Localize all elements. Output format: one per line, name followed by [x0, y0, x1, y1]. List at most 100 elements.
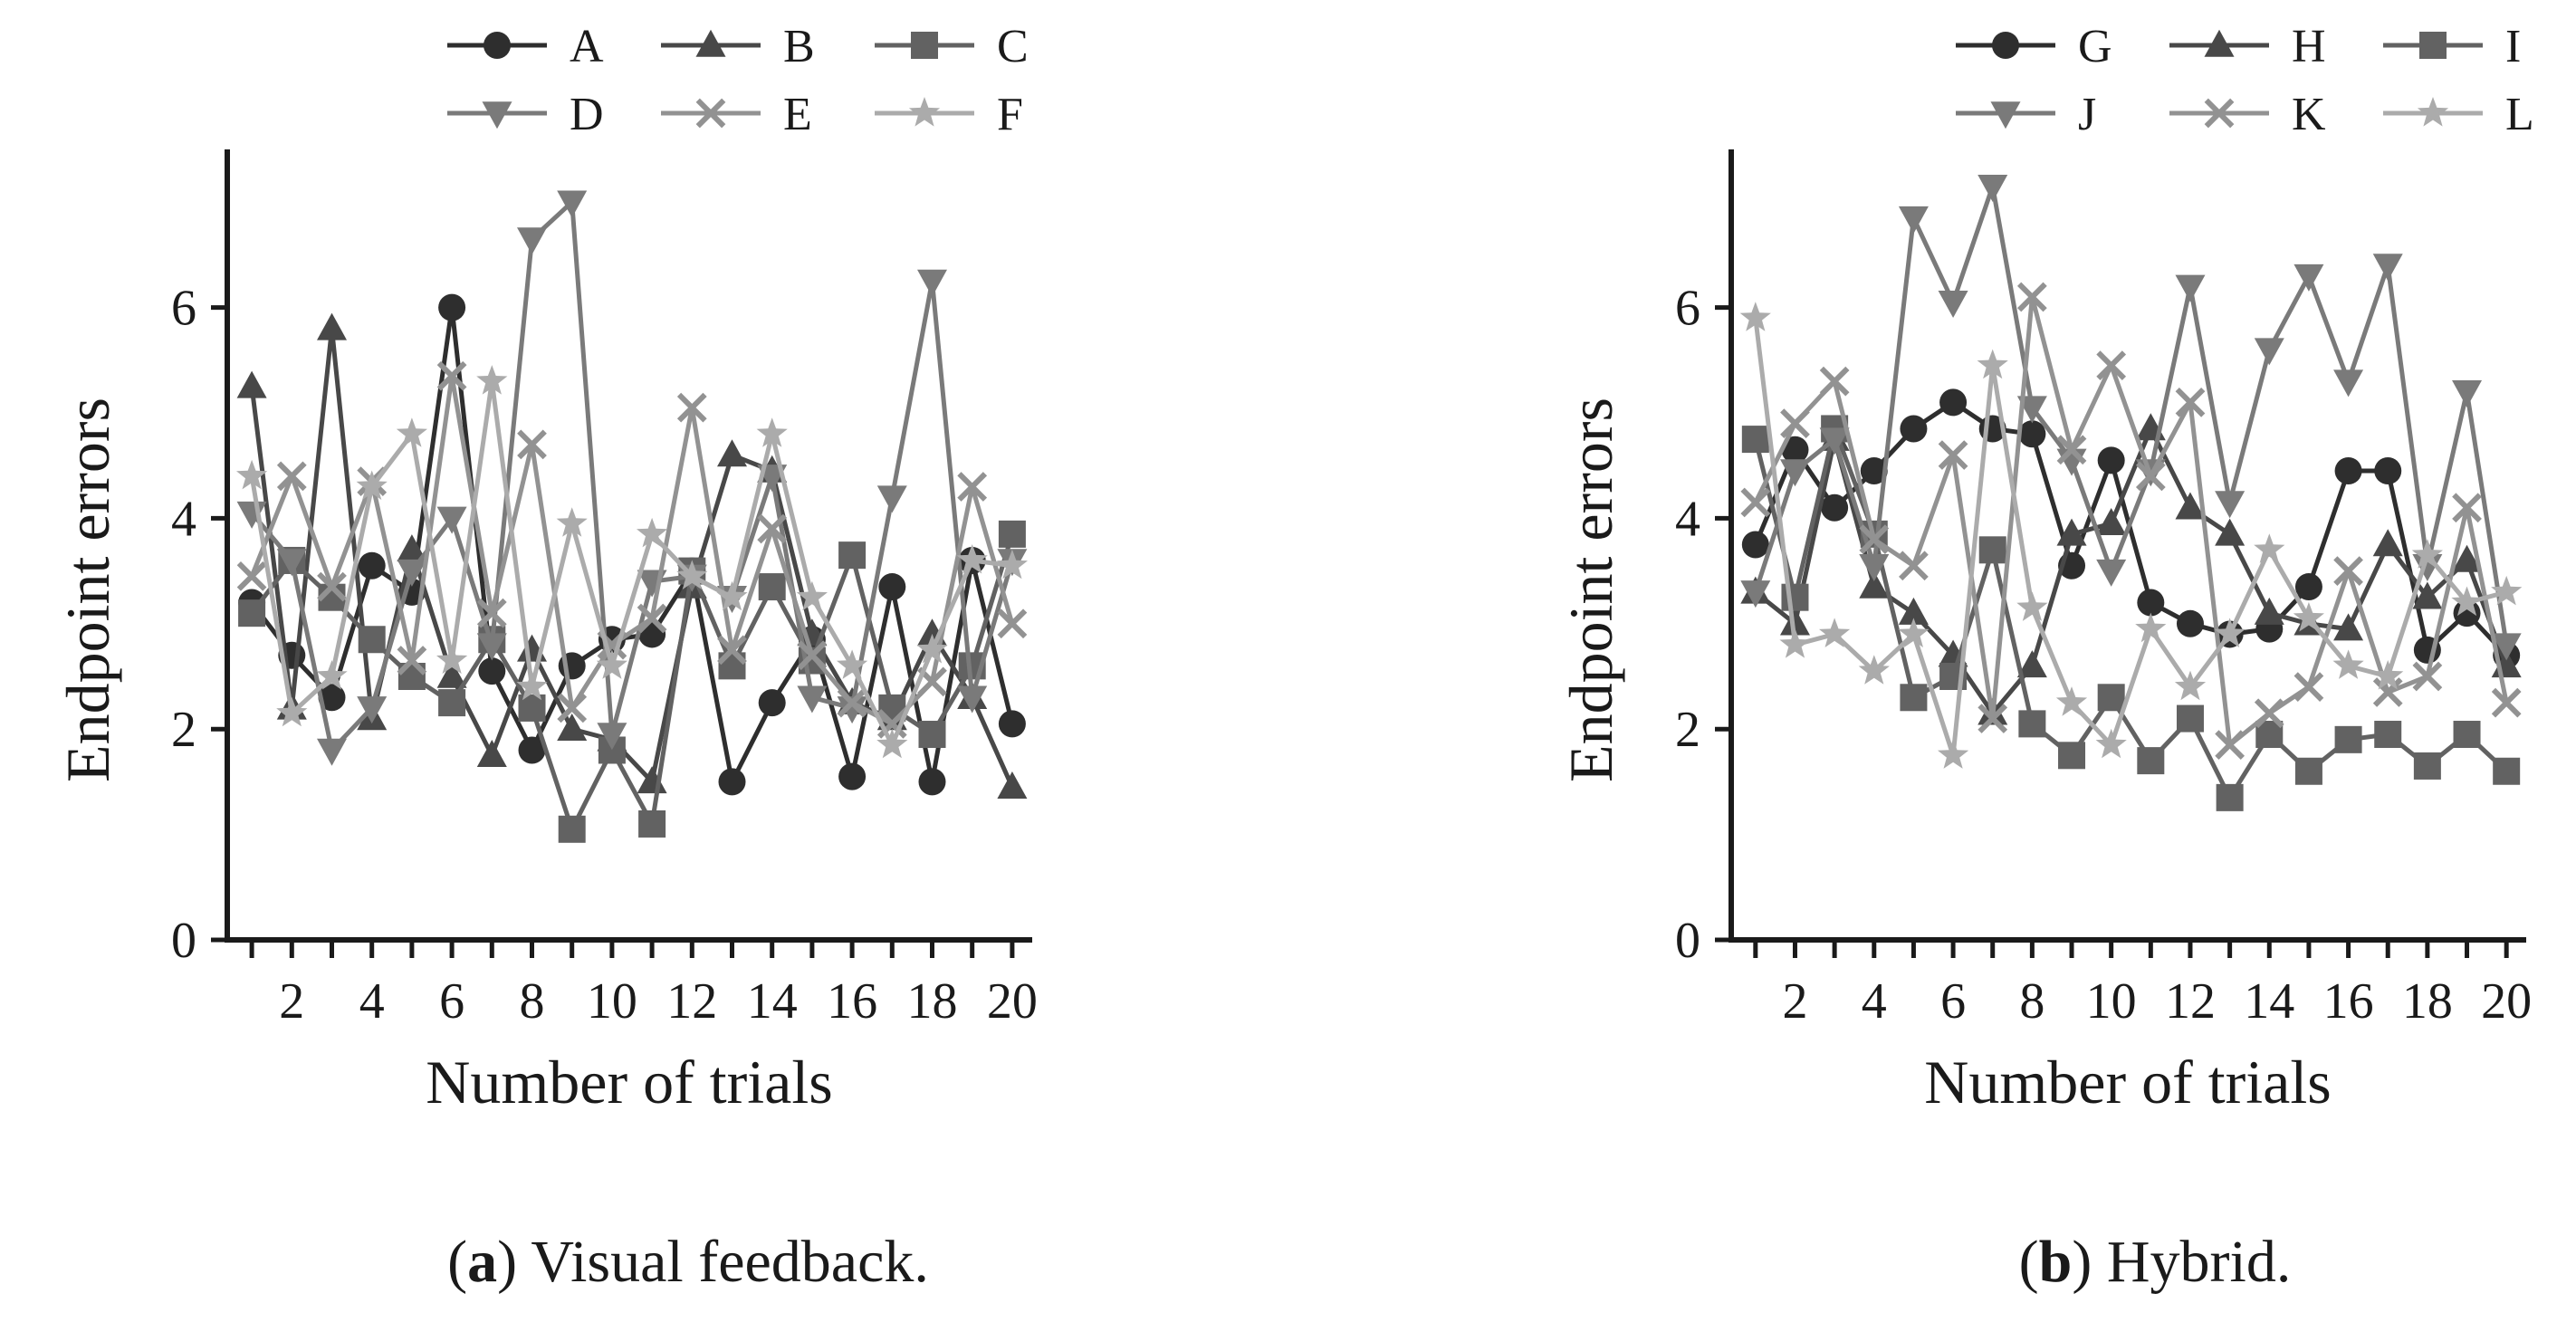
- data-point-E: [557, 693, 588, 723]
- y-tick-label: 0: [1675, 913, 1700, 969]
- data-point-E: [997, 608, 1028, 639]
- x-tick-label: 8: [520, 973, 545, 1030]
- data-point-K: [2096, 350, 2127, 380]
- data-point-L: [1739, 302, 1771, 331]
- data-point-B: [236, 370, 267, 398]
- data-point-G: [2334, 457, 2362, 485]
- x-tick-label: 4: [1862, 973, 1887, 1030]
- x-tick-label: 20: [987, 973, 1038, 1030]
- x-tick-label: 10: [587, 973, 637, 1030]
- data-point-H: [2372, 529, 2403, 557]
- caption-text: Hybrid.: [2107, 1229, 2291, 1295]
- data-point-C: [758, 573, 786, 601]
- legend-label: H: [2292, 21, 2326, 72]
- x-tick-label: 4: [359, 973, 385, 1030]
- x-tick-label: 10: [2086, 973, 2137, 1030]
- series-H: [1740, 413, 2522, 725]
- data-point-H: [1859, 570, 1890, 599]
- data-point-J: [2175, 274, 2206, 302]
- data-point-K: [1819, 366, 1850, 397]
- data-point-C: [918, 721, 946, 749]
- legend-item-K: K: [2169, 89, 2326, 140]
- data-point-I: [2137, 747, 2165, 775]
- data-point-L: [1898, 618, 1930, 647]
- data-point-L: [1858, 655, 1890, 685]
- panel-caption: (a) Visual feedback.: [447, 1229, 929, 1295]
- data-point-G: [1900, 415, 1928, 443]
- legend-label: F: [997, 89, 1023, 140]
- data-point-I: [2493, 757, 2521, 785]
- x-tick-label: 20: [2481, 973, 2532, 1030]
- caption-label: b: [2039, 1229, 2073, 1295]
- data-point-I: [2374, 721, 2402, 749]
- data-point-G: [2374, 457, 2402, 485]
- data-point-K: [1977, 704, 2008, 733]
- data-point-B: [717, 439, 747, 467]
- data-point-H: [1898, 597, 1929, 625]
- data-point-K: [2175, 387, 2206, 417]
- data-point-E: [236, 561, 267, 591]
- data-point-E: [317, 571, 347, 602]
- data-point-L: [2174, 670, 2207, 701]
- data-point-L: [2095, 728, 2127, 759]
- data-point-K: [1740, 487, 1771, 518]
- legend-item-A: A: [447, 21, 604, 72]
- series-D: [236, 190, 1028, 766]
- panel-caption: (b) Hybrid.: [2019, 1229, 2292, 1295]
- data-point-E: [797, 640, 828, 671]
- data-point-B: [997, 771, 1028, 799]
- data-point-D: [317, 738, 347, 766]
- data-point-C: [438, 689, 466, 717]
- data-point-K: [1938, 440, 1968, 470]
- data-point-F: [556, 507, 588, 537]
- data-point-G: [2176, 609, 2204, 637]
- data-point-I: [1781, 583, 1809, 611]
- data-point-E: [436, 360, 467, 391]
- data-point-E: [476, 598, 507, 628]
- legend-item-D: D: [447, 89, 604, 140]
- data-point-I: [1978, 536, 2006, 564]
- data-point-H: [2175, 492, 2206, 520]
- data-point-J: [1779, 459, 1810, 487]
- y-tick-label: 2: [171, 702, 196, 758]
- data-point-K: [2215, 730, 2246, 761]
- legend-marker: [2419, 32, 2447, 59]
- legend-item-L: L: [2383, 89, 2534, 140]
- data-point-F: [476, 365, 508, 395]
- data-point-L: [1779, 628, 1811, 658]
- caption-label: a: [467, 1229, 497, 1295]
- data-point-A: [758, 689, 786, 717]
- data-point-A: [718, 768, 746, 796]
- data-point-E: [517, 429, 547, 460]
- series-L: [1739, 302, 2523, 769]
- data-point-J: [2294, 263, 2324, 292]
- data-point-F: [356, 470, 388, 500]
- y-tick-label: 2: [1675, 702, 1700, 758]
- x-axis-title: Number of trials: [426, 1048, 832, 1116]
- data-point-L: [2293, 602, 2324, 632]
- data-point-I: [2216, 783, 2244, 811]
- legend-item-I: I: [2383, 21, 2521, 72]
- data-point-F: [236, 459, 268, 490]
- data-point-K: [2017, 282, 2047, 312]
- x-tick-label: 18: [907, 973, 958, 1030]
- y-tick-label: 0: [171, 913, 196, 969]
- data-point-D: [597, 723, 627, 751]
- legend-label: K: [2292, 89, 2326, 140]
- data-point-L: [2411, 539, 2443, 569]
- data-point-J: [1977, 174, 2008, 202]
- data-point-G: [1821, 493, 1849, 522]
- data-point-F: [637, 517, 668, 548]
- legend: A B C D E F: [447, 21, 1029, 140]
- data-point-J: [2491, 633, 2522, 661]
- data-point-H: [2056, 518, 2087, 546]
- legend-item-B: B: [661, 21, 815, 72]
- legend-label: J: [2078, 89, 2096, 140]
- y-tick-label: 4: [1675, 491, 1700, 547]
- y-axis-title: Endpoint errors: [1556, 398, 1625, 782]
- data-point-F: [956, 544, 988, 574]
- data-point-F: [756, 417, 788, 447]
- legend-item-F: F: [875, 89, 1023, 140]
- x-tick-label: 12: [2165, 973, 2216, 1030]
